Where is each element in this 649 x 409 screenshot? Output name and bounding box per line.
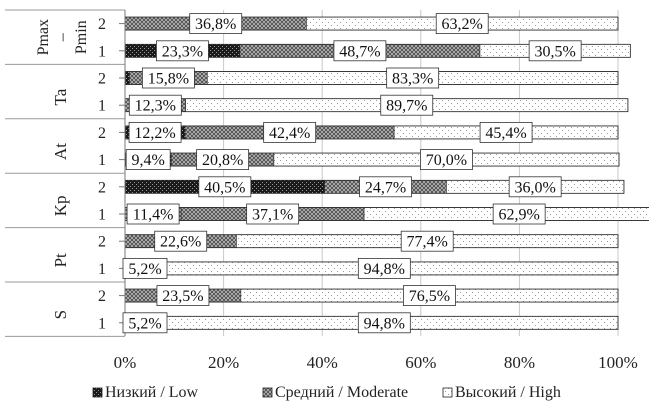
data-label: 22,6% <box>160 234 201 251</box>
data-label-box <box>128 94 182 116</box>
row-label: 1 <box>98 43 106 60</box>
data-label-box <box>386 67 440 89</box>
data-label-box <box>246 203 300 225</box>
data-label-box <box>400 230 454 252</box>
row-label: 1 <box>98 261 106 278</box>
data-label: 70,0% <box>426 152 467 169</box>
data-label: 36,8% <box>195 16 236 33</box>
legend-swatch <box>442 387 453 398</box>
data-label: 48,7% <box>339 43 380 60</box>
data-label-box <box>508 176 562 198</box>
data-label: 23,5% <box>162 288 203 305</box>
data-label-box <box>492 203 546 225</box>
data-label-box <box>333 40 387 62</box>
data-label: 15,8% <box>148 71 189 88</box>
data-label: 30,5% <box>534 43 575 60</box>
data-label: 89,7% <box>386 98 427 115</box>
row-label: 2 <box>98 16 106 33</box>
data-label-box <box>122 312 168 334</box>
data-label-box <box>528 40 582 62</box>
data-label: 36,0% <box>515 179 556 196</box>
axes: 0% 20% 40% 60% 80% 100% 2 1 Pmax – Pmin 2 1 Ta 2 1 At 2 1 K… <box>5 9 638 372</box>
data-label: 94,8% <box>364 315 405 332</box>
legend: Низкий / Low Средний / Moderate Высокий / … <box>92 384 561 401</box>
data-label-box <box>198 176 252 198</box>
group-label: Ta <box>51 88 70 105</box>
data-labels: 36,8% 63,2% 23,3% 48,7% 30,5% 15,8% 83,3% 12,3%… <box>122 13 582 334</box>
data-label-box <box>156 285 210 307</box>
row-label: 1 <box>98 315 106 332</box>
row-label: 2 <box>98 179 106 196</box>
data-label-box <box>380 94 434 116</box>
data-label-box <box>189 13 243 35</box>
row-label: 1 <box>98 98 106 115</box>
data-label: 83,3% <box>392 71 433 88</box>
data-label-box <box>128 122 182 143</box>
row-label: 2 <box>98 288 106 305</box>
data-label-box <box>263 122 317 143</box>
legend-label: Низкий / Low <box>105 384 199 401</box>
legend-label: Высокий / High <box>455 384 561 401</box>
x-tick-label: 60% <box>405 353 436 372</box>
data-label: 40,5% <box>204 179 245 196</box>
x-tick-label: 0% <box>114 353 137 372</box>
data-label-box <box>141 67 195 89</box>
data-label: 5,2% <box>128 315 161 332</box>
data-label-box <box>435 13 489 35</box>
group-label: Pt <box>51 253 70 267</box>
data-label-box <box>357 312 411 334</box>
data-label: 94,8% <box>364 261 405 278</box>
data-label: 12,2% <box>134 125 175 142</box>
group-label: At <box>51 143 70 160</box>
data-label-box <box>479 122 533 143</box>
data-label: 63,2% <box>442 16 483 33</box>
x-tick-label: 20% <box>208 353 239 372</box>
data-label-box <box>196 149 250 171</box>
data-label: 20,8% <box>202 152 243 169</box>
data-label: 12,3% <box>135 98 176 115</box>
data-label: 23,3% <box>162 43 203 60</box>
data-label-box <box>359 176 412 198</box>
row-label: 1 <box>98 152 106 169</box>
bars <box>124 16 649 330</box>
group-label: Pmax – Pmin <box>35 19 90 55</box>
row-label: 1 <box>98 207 106 224</box>
data-label: 37,1% <box>252 207 293 224</box>
data-label: 45,4% <box>485 125 526 142</box>
data-label-box <box>420 149 473 171</box>
data-label-box <box>125 149 171 171</box>
group-label: Kp <box>51 196 70 217</box>
data-label: 9,4% <box>132 152 165 169</box>
row-label: 2 <box>98 125 106 142</box>
data-label-box <box>126 203 180 225</box>
group-label: S <box>51 310 70 319</box>
data-label-box <box>357 257 411 279</box>
data-label-box <box>122 257 168 279</box>
data-label: 11,4% <box>133 207 174 224</box>
legend-swatch <box>262 387 273 398</box>
data-label: 76,5% <box>409 288 450 305</box>
x-tick-label: 80% <box>504 353 535 372</box>
data-label-box <box>403 285 456 307</box>
data-label: 24,7% <box>365 179 406 196</box>
data-label: 62,9% <box>498 207 539 224</box>
x-tick-label: 40% <box>307 353 338 372</box>
data-label-box <box>156 40 209 62</box>
data-label-box <box>154 230 208 252</box>
x-tick-label: 100% <box>598 353 638 372</box>
legend-label: Средний / Moderate <box>275 384 408 401</box>
bar-segment <box>124 71 130 85</box>
data-label: 5,2% <box>128 261 161 278</box>
row-label: 2 <box>98 71 106 88</box>
legend-swatch <box>92 387 103 398</box>
data-label: 77,4% <box>407 234 448 251</box>
row-label: 2 <box>98 234 106 251</box>
data-label: 42,4% <box>269 125 310 142</box>
